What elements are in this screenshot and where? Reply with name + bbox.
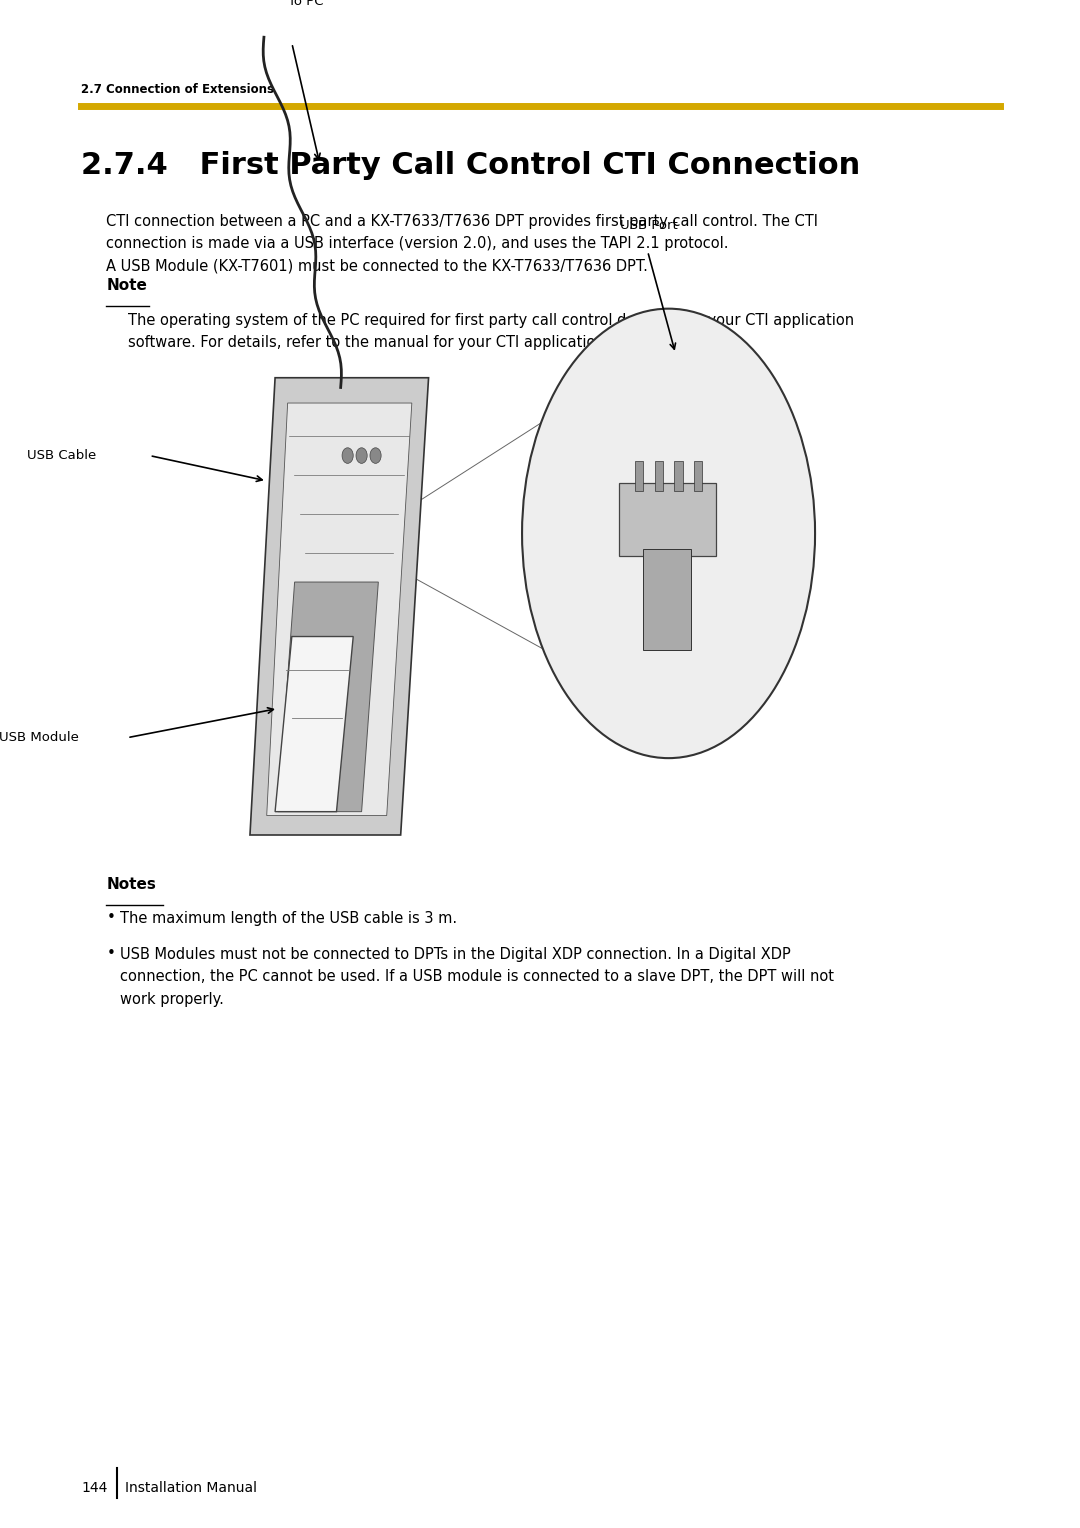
Polygon shape [275, 637, 353, 811]
Polygon shape [267, 403, 411, 816]
Text: The maximum length of the USB cable is 3 m.: The maximum length of the USB cable is 3… [120, 911, 457, 926]
Text: CTI connection between a PC and a KX-T7633/T7636 DPT provides first party call c: CTI connection between a PC and a KX-T76… [106, 214, 819, 274]
Text: USB Cable: USB Cable [27, 449, 96, 461]
Circle shape [342, 448, 353, 463]
Text: To PC: To PC [287, 0, 323, 8]
Bar [693, 461, 702, 490]
Bar [635, 461, 644, 490]
Text: Notes: Notes [106, 877, 156, 892]
Text: •: • [107, 946, 116, 961]
Circle shape [356, 448, 367, 463]
Bar [654, 461, 663, 490]
Text: USB Port: USB Port [620, 219, 677, 232]
Polygon shape [249, 377, 429, 834]
Bar [644, 549, 691, 649]
Text: The operating system of the PC required for first party call control depends on : The operating system of the PC required … [127, 313, 853, 350]
Text: •: • [107, 909, 116, 924]
Text: Installation Manual: Installation Manual [125, 1481, 257, 1494]
Text: USB Modules must not be connected to DPTs in the Digital XDP connection. In a Di: USB Modules must not be connected to DPT… [120, 947, 834, 1007]
Text: 2.7.4   First Party Call Control CTI Connection: 2.7.4 First Party Call Control CTI Conne… [81, 151, 861, 180]
Text: 2.7 Connection of Extensions: 2.7 Connection of Extensions [81, 83, 274, 96]
Bar [674, 461, 683, 490]
Polygon shape [278, 582, 378, 811]
Text: Note: Note [106, 278, 147, 293]
Text: 144: 144 [81, 1481, 108, 1494]
Ellipse shape [522, 309, 815, 758]
Text: USB Module: USB Module [0, 732, 79, 744]
FancyBboxPatch shape [619, 483, 716, 556]
Circle shape [370, 448, 381, 463]
